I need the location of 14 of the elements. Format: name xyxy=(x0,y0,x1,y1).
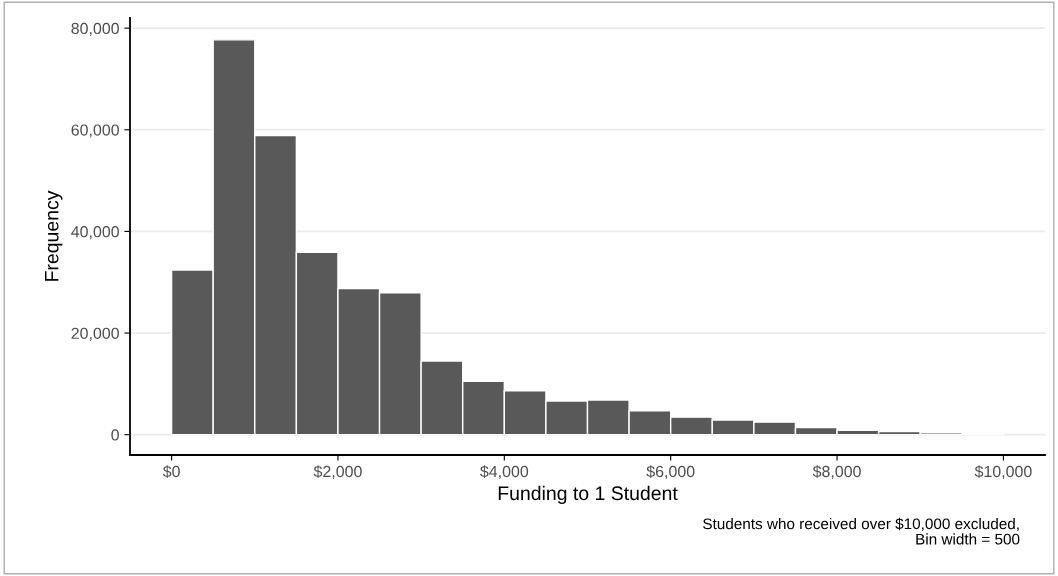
y-tick-label: 60,000 xyxy=(71,124,119,138)
x-tick-label: $6,000 xyxy=(646,465,695,480)
text: Students who received over $10,000 excluded, Bin width = 500 xyxy=(703,517,1020,545)
y-axis-title: Frequency xyxy=(44,190,63,281)
x-tick-label: $0 xyxy=(162,465,180,479)
y-tick-label: 80,000 xyxy=(71,22,119,36)
y-tick-label: 40,000 xyxy=(71,226,119,240)
x-axis-title: Funding to 1 Student xyxy=(498,485,678,504)
x-tick-label: $8,000 xyxy=(812,465,861,480)
y-tick-label: 20,000 xyxy=(71,327,119,341)
x-tick-label: $4,000 xyxy=(480,465,529,480)
x-tick-label: $10,000 xyxy=(974,465,1032,480)
x-tick-label: $2,000 xyxy=(313,465,362,480)
y-tick-label: 0 xyxy=(111,429,119,441)
